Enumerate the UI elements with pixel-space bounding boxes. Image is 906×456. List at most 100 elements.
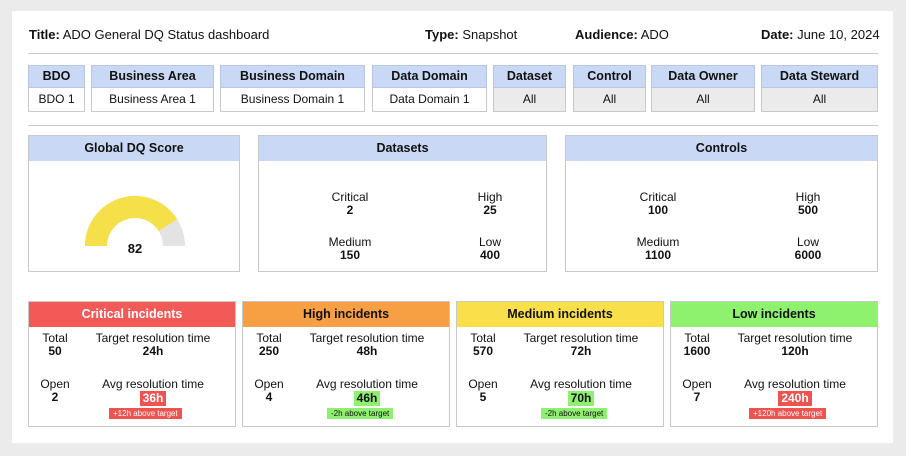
total-value: 250	[258, 344, 280, 358]
card-title: Datasets	[259, 136, 546, 161]
stat-value: 25	[483, 203, 497, 217]
card-title: Global DQ Score	[29, 136, 239, 161]
filter-label: Business Domain	[220, 65, 365, 88]
stat-label: Medium	[636, 235, 680, 249]
stat-label: High	[477, 190, 503, 204]
incident-total: Total 250	[247, 332, 291, 358]
avg-delta-note: +120h above target	[749, 408, 827, 419]
avg-label: Avg resolution time	[316, 377, 418, 391]
filter-dataset[interactable]: Dataset All	[493, 65, 566, 114]
card-title: Controls	[566, 136, 877, 161]
target-value: 24h	[142, 344, 164, 358]
avg-delta-note: +12h above target	[109, 408, 182, 419]
incident-target: Target resolution time 120h	[725, 332, 865, 358]
incident-avg: Avg resolution time 36h	[83, 378, 223, 406]
incident-total: Total 570	[461, 332, 505, 358]
dashboard-header: Title: ADO General DQ Status dashboard T…	[12, 27, 893, 43]
filter-value[interactable]: All	[651, 88, 755, 112]
avg-value-badge: 70h	[567, 391, 595, 406]
incident-target: Target resolution time 72h	[511, 332, 651, 358]
target-value: 120h	[781, 344, 809, 358]
global-dq-score-card: Global DQ Score 82	[28, 135, 240, 272]
datasets-high: High 25	[455, 191, 525, 217]
filter-value[interactable]: All	[493, 88, 566, 112]
filter-value[interactable]: Business Domain 1	[220, 88, 365, 112]
incident-avg: Avg resolution time 240h	[725, 378, 865, 406]
filter-value[interactable]: All	[573, 88, 646, 112]
filters-divider	[28, 125, 878, 126]
incident-open: Open 4	[247, 378, 291, 404]
filter-value[interactable]: Business Area 1	[91, 88, 214, 112]
datasets-critical: Critical 2	[315, 191, 385, 217]
total-value: 570	[472, 344, 494, 358]
target-value: 72h	[570, 344, 592, 358]
medium-incidents-card: Medium incidents Total 570 Target resolut…	[456, 301, 664, 427]
stat-value: 150	[339, 248, 361, 262]
incident-open: Open 7	[675, 378, 719, 404]
stat-value: 500	[797, 203, 819, 217]
stat-label: Critical	[639, 190, 677, 204]
controls-card: Controls Critical 100 High 500 Medium 11…	[565, 135, 878, 272]
stat-value: 100	[647, 203, 669, 217]
gauge-value: 82	[128, 241, 142, 256]
date-label: Date:	[761, 27, 794, 42]
target-value: 48h	[356, 344, 378, 358]
filter-data-steward[interactable]: Data Steward All	[761, 65, 878, 114]
filter-business-area[interactable]: Business Area Business Area 1	[91, 65, 214, 114]
avg-label: Avg resolution time	[530, 377, 632, 391]
incident-total: Total 1600	[675, 332, 719, 358]
filter-business-domain[interactable]: Business Domain Business Domain 1	[220, 65, 365, 114]
title-value: ADO General DQ Status dashboard	[62, 27, 270, 42]
high-incidents-card: High incidents Total 250 Target resolutio…	[242, 301, 450, 427]
incident-open: Open 5	[461, 378, 505, 404]
filter-data-domain[interactable]: Data Domain Data Domain 1	[372, 65, 487, 114]
open-label: Open	[682, 377, 712, 391]
filter-data-owner[interactable]: Data Owner All	[651, 65, 755, 114]
low-incidents-card: Low incidents Total 1600 Target resolutio…	[670, 301, 878, 427]
controls-low: Low 6000	[773, 236, 843, 262]
type-value: Snapshot	[462, 27, 518, 42]
target-label: Target resolution time	[95, 331, 211, 345]
datasets-low: Low 400	[455, 236, 525, 262]
incident-header: Low incidents	[671, 302, 877, 327]
stat-label: Critical	[331, 190, 369, 204]
stat-value: 2	[346, 203, 354, 217]
filter-value[interactable]: Data Domain 1	[372, 88, 487, 112]
type-label: Type:	[425, 27, 459, 42]
total-value: 1600	[683, 344, 711, 358]
avg-delta-note: -2h above target	[327, 408, 394, 419]
stat-value: 1100	[644, 248, 672, 262]
audience-label: Audience:	[575, 27, 638, 42]
target-label: Target resolution time	[523, 331, 639, 345]
target-label: Target resolution time	[737, 331, 853, 345]
filter-bdo[interactable]: BDO BDO 1	[28, 65, 85, 114]
target-label: Target resolution time	[309, 331, 425, 345]
filter-label: Dataset	[493, 65, 566, 88]
datasets-medium: Medium 150	[315, 236, 385, 262]
open-value: 2	[51, 390, 59, 404]
incident-target: Target resolution time 24h	[83, 332, 223, 358]
filter-label: Data Steward	[761, 65, 878, 88]
filter-control[interactable]: Control All	[573, 65, 646, 114]
filter-label: BDO	[28, 65, 85, 88]
filter-value[interactable]: All	[761, 88, 878, 112]
controls-medium: Medium 1100	[623, 236, 693, 262]
avg-value-badge: 240h	[778, 391, 812, 406]
stat-label: Medium	[328, 235, 372, 249]
filter-value[interactable]: BDO 1	[28, 88, 85, 112]
avg-value-badge: 46h	[353, 391, 381, 406]
filter-label: Data Domain	[372, 65, 487, 88]
stat-value: 6000	[794, 248, 822, 262]
incident-header: Medium incidents	[457, 302, 663, 327]
audience-value: ADO	[640, 27, 669, 42]
stat-label: Low	[796, 235, 819, 249]
filter-label: Business Area	[91, 65, 214, 88]
dashboard-frame: Title: ADO General DQ Status dashboard T…	[12, 11, 893, 443]
filter-label: Control	[573, 65, 646, 88]
gauge-fill	[85, 196, 178, 247]
open-label: Open	[40, 377, 70, 391]
stat-label: High	[795, 190, 821, 204]
open-value: 4	[265, 390, 273, 404]
controls-high: High 500	[773, 191, 843, 217]
incident-header: High incidents	[243, 302, 449, 327]
